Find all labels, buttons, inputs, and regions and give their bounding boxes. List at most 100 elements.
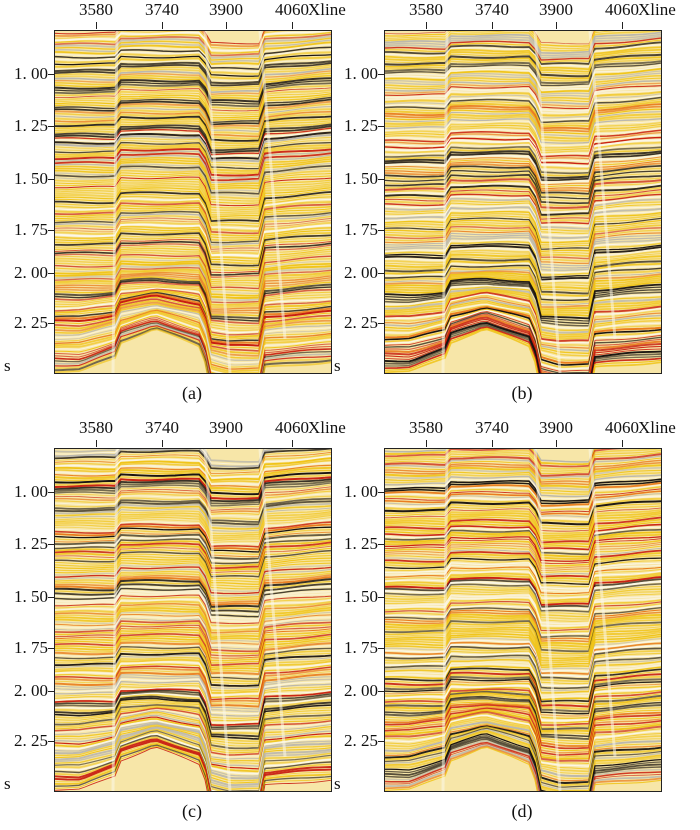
panel-caption: (b) xyxy=(511,383,533,403)
y-tick-label: 2. 25 xyxy=(14,313,48,332)
panel-caption: (d) xyxy=(511,801,533,821)
y-tick-label: 1. 25 xyxy=(14,534,48,553)
x-tick-mark xyxy=(162,22,163,29)
x-tick-label: 3580 xyxy=(79,418,113,437)
y-tick-mark xyxy=(378,273,384,274)
x-tick-mark xyxy=(556,22,557,29)
y-tick-label: 1. 00 xyxy=(344,64,378,83)
y-tick-mark xyxy=(48,179,54,180)
seismic-reflection-texture xyxy=(385,31,661,373)
y-tick-mark xyxy=(378,544,384,545)
y-tick-label: 1. 50 xyxy=(344,169,378,188)
x-tick-label: 3580 xyxy=(79,0,113,19)
x-tick-mark xyxy=(492,440,493,447)
y-tick-mark xyxy=(48,126,54,127)
panel-caption: (a) xyxy=(182,383,202,403)
x-tick-label: 4060 xyxy=(605,418,639,437)
x-tick-label: 3900 xyxy=(539,418,573,437)
x-tick-label: 3900 xyxy=(209,0,243,19)
y-tick-mark xyxy=(378,741,384,742)
x-tick-label: 3900 xyxy=(539,0,573,19)
y-tick-mark xyxy=(378,126,384,127)
y-tick-mark xyxy=(48,323,54,324)
y-tick-mark xyxy=(48,648,54,649)
x-axis-unit: Xline xyxy=(308,0,346,19)
y-tick-label: 1. 25 xyxy=(344,534,378,553)
seismic-section-image xyxy=(384,448,662,792)
x-tick-label: 3580 xyxy=(409,0,443,19)
y-axis-unit: s xyxy=(334,356,341,375)
y-tick-mark xyxy=(378,691,384,692)
x-tick-mark xyxy=(96,22,97,29)
panel-caption: (c) xyxy=(182,801,202,821)
y-tick-label: 1. 75 xyxy=(344,638,378,657)
x-tick-mark xyxy=(226,440,227,447)
x-axis-unit: Xline xyxy=(308,418,346,437)
y-tick-mark xyxy=(48,492,54,493)
seismic-panel: 3580 3740 3900 4060 Xline 1. 00 1. 25 1. 50 1. 7… xyxy=(0,418,346,828)
y-axis-unit: s xyxy=(4,774,11,793)
seismic-panel: 3580 3740 3900 4060 Xline 1. 00 1. 25 1. 50 1. 7… xyxy=(330,418,676,828)
seismic-reflection-texture xyxy=(55,31,331,373)
y-tick-label: 2. 00 xyxy=(14,263,48,282)
y-tick-mark xyxy=(378,648,384,649)
x-tick-label: 3740 xyxy=(475,0,509,19)
x-tick-mark xyxy=(96,440,97,447)
x-tick-label: 3740 xyxy=(145,0,179,19)
y-tick-mark xyxy=(378,323,384,324)
seismic-panel: 3580 3740 3900 4060 Xline 1. 00 1. 25 1. 50 1. 7… xyxy=(330,0,676,410)
x-tick-label: 4060 xyxy=(605,0,639,19)
y-tick-mark xyxy=(378,597,384,598)
x-tick-label: 4060 xyxy=(275,418,309,437)
seismic-reflection-texture xyxy=(55,449,331,791)
y-tick-label: 1. 00 xyxy=(344,482,378,501)
y-tick-label: 2. 25 xyxy=(14,731,48,750)
y-tick-label: 1. 75 xyxy=(14,220,48,239)
x-tick-mark xyxy=(292,22,293,29)
y-tick-mark xyxy=(48,741,54,742)
x-tick-label: 3900 xyxy=(209,418,243,437)
x-axis-unit: Xline xyxy=(638,0,676,19)
x-tick-mark xyxy=(622,440,623,447)
x-tick-mark xyxy=(622,22,623,29)
x-tick-label: 3740 xyxy=(475,418,509,437)
y-tick-label: 2. 00 xyxy=(344,263,378,282)
seismic-panel: 3580 3740 3900 4060 Xline 1. 00 1. 25 1. 50 1. 7… xyxy=(0,0,346,410)
y-tick-label: 1. 75 xyxy=(14,638,48,657)
y-axis-unit: s xyxy=(334,774,341,793)
seismic-section-image xyxy=(54,448,332,792)
y-tick-label: 1. 50 xyxy=(344,587,378,606)
y-tick-mark xyxy=(378,492,384,493)
y-tick-mark xyxy=(378,74,384,75)
y-tick-label: 1. 00 xyxy=(14,64,48,83)
x-axis-unit: Xline xyxy=(638,418,676,437)
seismic-section-image xyxy=(54,30,332,374)
y-tick-label: 2. 00 xyxy=(344,681,378,700)
y-tick-label: 1. 25 xyxy=(14,116,48,135)
y-tick-label: 1. 00 xyxy=(14,482,48,501)
x-tick-label: 3740 xyxy=(145,418,179,437)
y-tick-label: 1. 75 xyxy=(344,220,378,239)
y-tick-mark xyxy=(378,179,384,180)
x-tick-mark xyxy=(226,22,227,29)
seismic-section-image xyxy=(384,30,662,374)
y-tick-mark xyxy=(48,230,54,231)
x-tick-label: 4060 xyxy=(275,0,309,19)
x-tick-mark xyxy=(492,22,493,29)
x-tick-mark xyxy=(162,440,163,447)
y-tick-label: 2. 00 xyxy=(14,681,48,700)
x-tick-mark xyxy=(556,440,557,447)
y-tick-mark xyxy=(48,544,54,545)
x-tick-label: 3580 xyxy=(409,418,443,437)
y-tick-label: 2. 25 xyxy=(344,731,378,750)
y-tick-label: 1. 25 xyxy=(344,116,378,135)
seismic-reflection-texture xyxy=(385,449,661,791)
x-tick-mark xyxy=(426,22,427,29)
y-tick-mark xyxy=(48,74,54,75)
x-tick-mark xyxy=(292,440,293,447)
y-tick-mark xyxy=(48,597,54,598)
y-tick-label: 1. 50 xyxy=(14,587,48,606)
y-axis-unit: s xyxy=(4,356,11,375)
y-tick-label: 1. 50 xyxy=(14,169,48,188)
x-tick-mark xyxy=(426,440,427,447)
